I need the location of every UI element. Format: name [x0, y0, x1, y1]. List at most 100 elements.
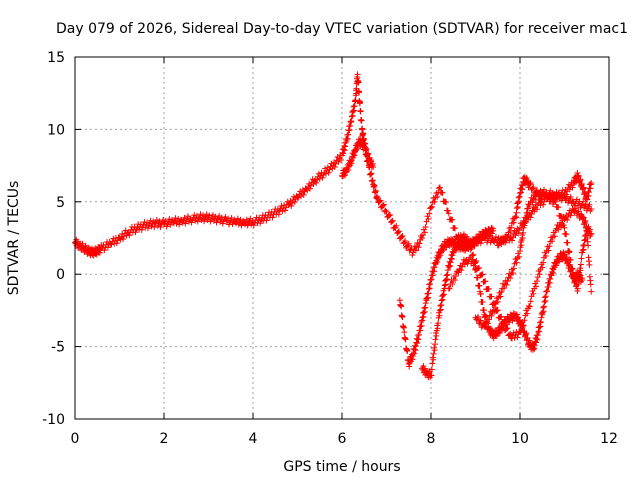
data-point — [524, 310, 531, 317]
data-point — [582, 217, 589, 224]
y-tick-label: 5 — [56, 195, 65, 211]
series-segment-1 — [72, 71, 377, 259]
data-point — [203, 211, 210, 218]
data-point — [120, 236, 127, 243]
data-point — [428, 204, 434, 211]
data-point — [498, 241, 505, 248]
data-point — [588, 288, 595, 295]
data-point — [468, 244, 475, 251]
data-point — [117, 236, 124, 243]
data-point — [399, 232, 406, 239]
data-point — [510, 219, 517, 226]
data-point — [434, 325, 441, 332]
data-point — [185, 213, 192, 220]
data-point — [402, 336, 409, 343]
data-point — [160, 217, 167, 224]
data-point — [555, 204, 562, 211]
data-point — [405, 240, 412, 247]
data-point — [484, 320, 491, 327]
data-point — [561, 224, 568, 231]
data-point — [504, 325, 511, 332]
data-point — [488, 326, 495, 333]
data-point — [575, 208, 582, 215]
data-point — [307, 182, 314, 189]
data-point — [500, 320, 507, 327]
data-point — [520, 322, 527, 329]
data-point — [469, 256, 476, 263]
data-point — [319, 174, 326, 181]
data-point — [382, 207, 389, 214]
data-point — [549, 189, 556, 196]
data-point — [573, 205, 580, 212]
data-point — [237, 216, 244, 223]
data-point — [412, 247, 419, 254]
y-tick-label: -5 — [51, 340, 65, 356]
data-point — [338, 156, 345, 163]
data-point — [357, 108, 364, 115]
data-point — [310, 181, 317, 188]
data-point — [500, 239, 507, 246]
data-point — [585, 242, 592, 249]
data-point — [389, 217, 396, 224]
data-point — [331, 164, 338, 171]
data-point — [576, 277, 583, 284]
data-point — [363, 150, 370, 157]
data-point — [514, 334, 521, 341]
data-point — [557, 195, 564, 202]
data-point — [426, 210, 433, 217]
data-point — [398, 233, 405, 240]
data-point — [434, 193, 441, 200]
points-layer — [72, 71, 595, 381]
data-point — [440, 291, 447, 298]
data-point — [494, 298, 501, 305]
data-point — [492, 233, 499, 240]
data-point — [479, 271, 486, 278]
data-point — [418, 322, 425, 329]
data-point — [485, 285, 492, 292]
chart-title: Day 079 of 2026, Sidereal Day-to-day VTE… — [56, 21, 628, 37]
data-point — [430, 356, 437, 363]
data-point — [588, 206, 595, 213]
data-point — [475, 313, 482, 320]
data-point — [580, 184, 587, 191]
data-point — [476, 318, 483, 325]
data-point — [306, 185, 313, 192]
data-point — [376, 198, 383, 205]
data-point — [401, 239, 408, 246]
data-point — [402, 238, 409, 245]
data-point — [132, 229, 139, 236]
data-point — [388, 218, 395, 225]
data-point — [429, 360, 436, 367]
data-point — [561, 216, 568, 223]
data-point — [263, 217, 270, 224]
data-point — [577, 176, 584, 183]
data-point — [359, 125, 366, 132]
y-tick-label: 10 — [47, 122, 65, 138]
data-point — [521, 317, 528, 324]
data-point — [298, 193, 305, 200]
data-point — [151, 224, 158, 231]
data-point — [490, 227, 497, 234]
series-segment-4 — [419, 231, 586, 381]
data-point — [533, 187, 540, 194]
data-point — [379, 202, 386, 209]
data-point — [510, 265, 517, 272]
data-point — [362, 144, 369, 151]
data-point — [552, 198, 559, 205]
data-point — [386, 212, 393, 219]
data-point — [358, 117, 365, 124]
data-point — [431, 198, 438, 205]
data-point — [243, 216, 250, 223]
data-point — [515, 314, 522, 321]
data-point — [138, 226, 145, 233]
data-point — [476, 282, 483, 289]
data-point — [507, 274, 514, 281]
data-point — [586, 201, 593, 208]
data-point — [282, 207, 289, 214]
data-point — [500, 285, 507, 292]
data-point — [482, 324, 489, 331]
data-point — [383, 208, 390, 215]
data-point — [569, 184, 576, 191]
data-point — [567, 257, 574, 264]
